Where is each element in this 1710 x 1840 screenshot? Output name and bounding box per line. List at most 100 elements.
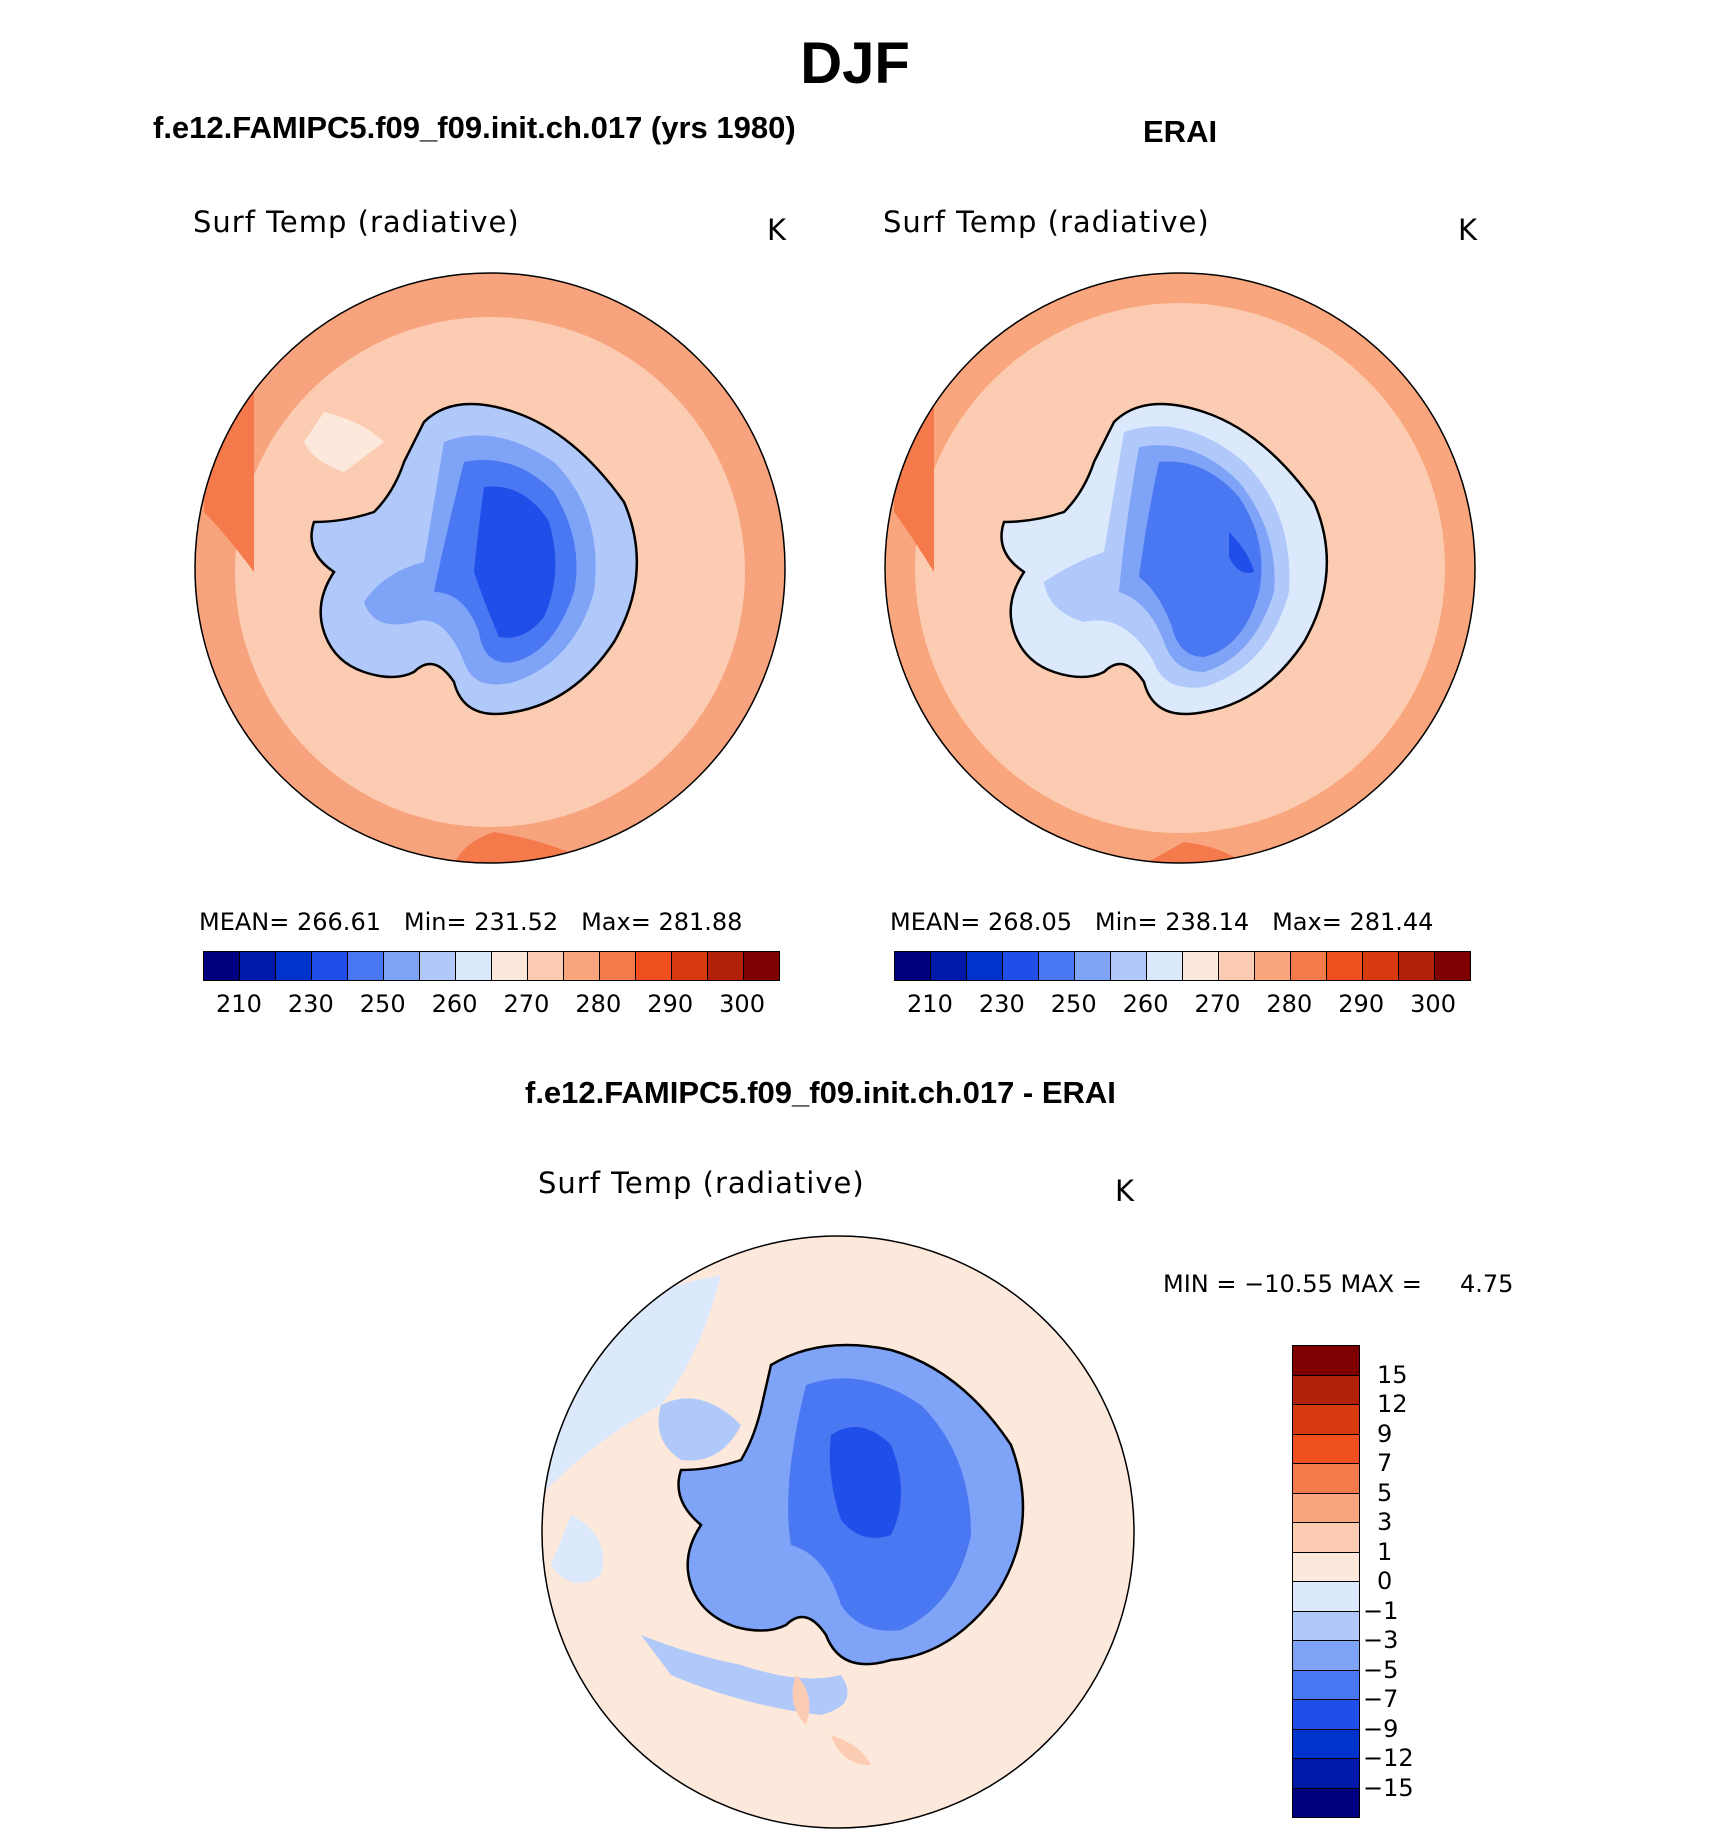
colorbar-swatch xyxy=(1435,952,1470,980)
diff-polar-map xyxy=(541,1235,1135,1829)
colorbar-swatch xyxy=(456,952,492,980)
model-units-label: K xyxy=(767,213,788,247)
colorbar-tick-label: −5 xyxy=(1363,1655,1399,1684)
colorbar-swatch xyxy=(1293,1523,1359,1553)
figure-title: DJF xyxy=(800,31,910,96)
colorbar-swatch xyxy=(1293,1641,1359,1671)
colorbar-swatch xyxy=(1003,952,1039,980)
obs-variable-label: Surf Temp (radiative) xyxy=(883,205,1210,239)
colorbar-swatch xyxy=(1293,1788,1359,1817)
colorbar-swatch xyxy=(240,952,276,980)
colorbar-swatch xyxy=(1219,952,1255,980)
colorbar-swatch xyxy=(636,952,672,980)
colorbar-swatch xyxy=(528,952,564,980)
colorbar-tick-label: −15 xyxy=(1363,1773,1414,1802)
model-min-label: Min= xyxy=(403,908,467,936)
colorbar-tick-label: −1 xyxy=(1363,1596,1399,1625)
colorbar-tick-label: 0 xyxy=(1377,1567,1393,1595)
diff-units-label: K xyxy=(1115,1174,1136,1208)
colorbar-swatch xyxy=(564,952,600,980)
colorbar-swatch xyxy=(1293,1670,1359,1700)
colorbar-swatch xyxy=(1293,1700,1359,1730)
obs-stats: MEAN= 268.05 Min= 238.14 Max= 281.44 xyxy=(890,908,1433,936)
model-stats: MEAN= 266.61 Min= 231.52 Max= 281.88 xyxy=(199,908,742,936)
colorbar-tick-label: 230 xyxy=(978,990,1025,1018)
colorbar-tick-label: 290 xyxy=(647,990,694,1018)
colorbar-tick-label: −7 xyxy=(1363,1685,1399,1713)
colorbar-tick-label: 300 xyxy=(1410,990,1456,1018)
colorbar-swatch xyxy=(1293,1582,1359,1612)
colorbar-swatch xyxy=(708,952,744,980)
colorbar-swatch xyxy=(1399,952,1435,980)
colorbar-swatch xyxy=(895,952,931,980)
model-min-value: 231.52 xyxy=(474,908,559,936)
colorbar-swatch xyxy=(384,952,420,980)
colorbar-tick-label: 270 xyxy=(1194,990,1241,1018)
colorbar-tick-label: 230 xyxy=(287,990,334,1018)
colorbar-tick-label: 250 xyxy=(359,990,406,1018)
model-polar-map xyxy=(194,272,786,864)
colorbar-swatch xyxy=(1293,1611,1359,1641)
colorbar-tick-label: 290 xyxy=(1338,990,1385,1018)
colorbar-tick-label: −9 xyxy=(1363,1714,1399,1743)
colorbar-tick-label: 280 xyxy=(575,990,622,1018)
colorbar-tick-label: 210 xyxy=(907,990,953,1018)
colorbar-swatch xyxy=(1293,1464,1359,1494)
diff-max-value: 4.75 xyxy=(1460,1270,1514,1298)
colorbar-swatch xyxy=(744,952,779,980)
colorbar-swatch xyxy=(1293,1493,1359,1523)
obs-mean-value: 268.05 xyxy=(988,908,1072,936)
obs-mean-label: MEAN= xyxy=(890,908,981,936)
colorbar-swatch xyxy=(420,952,456,980)
model-mean-label: MEAN= xyxy=(199,908,290,936)
colorbar-swatch xyxy=(967,952,1003,980)
colorbar-tick-label: 3 xyxy=(1377,1508,1393,1536)
colorbar-swatch xyxy=(1291,952,1327,980)
colorbar-swatch xyxy=(312,952,348,980)
colorbar-swatch xyxy=(492,952,528,980)
colorbar-swatch xyxy=(1363,952,1399,980)
colorbar-swatch xyxy=(1293,1729,1359,1759)
obs-polar-map xyxy=(884,272,1476,864)
colorbar-swatch xyxy=(1293,1375,1359,1405)
colorbar-swatch xyxy=(1039,952,1075,980)
colorbar-tick-label: 1 xyxy=(1377,1537,1393,1566)
colorbar-tick-label: 15 xyxy=(1377,1360,1408,1389)
diff-minmax-label: MIN = −10.55 MAX = 4.75 xyxy=(1163,1270,1513,1298)
diff-colorbar-ticks: 15 12 9 7 5 3 1 0 −1 −3 −5 −7 −9 −12 −15 xyxy=(1363,1345,1457,1825)
model-max-value: 281.88 xyxy=(658,908,743,936)
model-max-label: Max= xyxy=(581,908,651,936)
colorbar-tick-label: 270 xyxy=(503,990,550,1018)
colorbar-swatch xyxy=(672,952,708,980)
obs-min-value: 238.14 xyxy=(1165,908,1250,936)
colorbar-swatch xyxy=(1293,1552,1359,1582)
obs-max-label: Max= xyxy=(1272,908,1342,936)
colorbar-swatch xyxy=(1293,1405,1359,1435)
colorbar-tick-label: 260 xyxy=(1122,990,1169,1018)
diff-minmax-text: MIN = −10.55 MAX = xyxy=(1163,1270,1422,1298)
obs-colorbar-ticks: 210 230 250 260 270 280 290 300 xyxy=(894,990,1469,1020)
colorbar-tick-label: 7 xyxy=(1377,1449,1393,1477)
model-mean-value: 266.61 xyxy=(297,908,381,936)
diff-panel-title: f.e12.FAMIPC5.f09_f09.init.ch.017 - ERAI xyxy=(525,1075,1116,1110)
colorbar-swatch xyxy=(1293,1434,1359,1464)
diff-variable-label: Surf Temp (radiative) xyxy=(538,1166,865,1200)
obs-panel-title: ERAI xyxy=(1143,114,1218,149)
colorbar-tick-label: −12 xyxy=(1363,1744,1414,1772)
colorbar-swatch xyxy=(276,952,312,980)
colorbar-swatch xyxy=(1147,952,1183,980)
colorbar-tick-label: 12 xyxy=(1377,1390,1408,1418)
colorbar-swatch xyxy=(1255,952,1291,980)
colorbar-swatch xyxy=(1293,1759,1359,1789)
colorbar-swatch xyxy=(348,952,384,980)
colorbar-tick-label: 5 xyxy=(1377,1478,1393,1507)
colorbar-tick-label: 9 xyxy=(1377,1419,1393,1448)
colorbar-swatch xyxy=(931,952,967,980)
colorbar-swatch xyxy=(1183,952,1219,980)
obs-max-value: 281.44 xyxy=(1349,908,1434,936)
colorbar-swatch xyxy=(1293,1346,1359,1376)
colorbar-tick-label: 210 xyxy=(216,990,262,1018)
model-colorbar-ticks: 210 230 250 260 270 280 290 300 xyxy=(203,990,778,1020)
obs-colorbar xyxy=(894,951,1471,981)
model-panel-title: f.e12.FAMIPC5.f09_f09.init.ch.017 (yrs 1… xyxy=(153,110,796,145)
